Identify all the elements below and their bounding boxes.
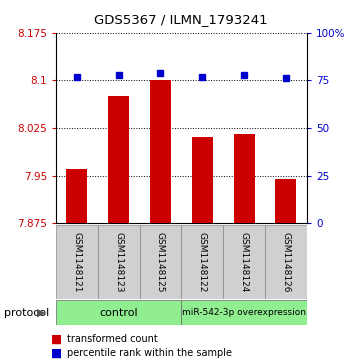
- FancyBboxPatch shape: [140, 225, 181, 299]
- FancyBboxPatch shape: [181, 225, 223, 299]
- FancyBboxPatch shape: [98, 225, 140, 299]
- Text: GSM1148126: GSM1148126: [282, 232, 291, 293]
- Text: GSM1148125: GSM1148125: [156, 232, 165, 293]
- FancyBboxPatch shape: [56, 225, 98, 299]
- FancyBboxPatch shape: [223, 225, 265, 299]
- FancyBboxPatch shape: [56, 300, 181, 325]
- Text: ■: ■: [51, 333, 62, 346]
- Bar: [275, 179, 296, 223]
- Text: GDS5367 / ILMN_1793241: GDS5367 / ILMN_1793241: [94, 13, 267, 26]
- Bar: [192, 138, 213, 223]
- Text: GSM1148123: GSM1148123: [114, 232, 123, 293]
- FancyBboxPatch shape: [181, 300, 307, 325]
- FancyBboxPatch shape: [265, 225, 307, 299]
- Text: control: control: [99, 307, 138, 318]
- Bar: [66, 169, 87, 223]
- Text: GSM1148121: GSM1148121: [72, 232, 81, 293]
- Text: ■: ■: [51, 346, 62, 359]
- Bar: [234, 134, 255, 223]
- Bar: [150, 80, 171, 223]
- Text: percentile rank within the sample: percentile rank within the sample: [67, 348, 232, 358]
- Text: transformed count: transformed count: [67, 334, 157, 344]
- Text: miR-542-3p overexpression: miR-542-3p overexpression: [182, 308, 306, 317]
- Bar: [108, 96, 129, 223]
- Text: ▶: ▶: [37, 308, 46, 318]
- Text: protocol: protocol: [4, 308, 49, 318]
- Text: GSM1148122: GSM1148122: [198, 232, 207, 293]
- Text: GSM1148124: GSM1148124: [240, 232, 249, 293]
